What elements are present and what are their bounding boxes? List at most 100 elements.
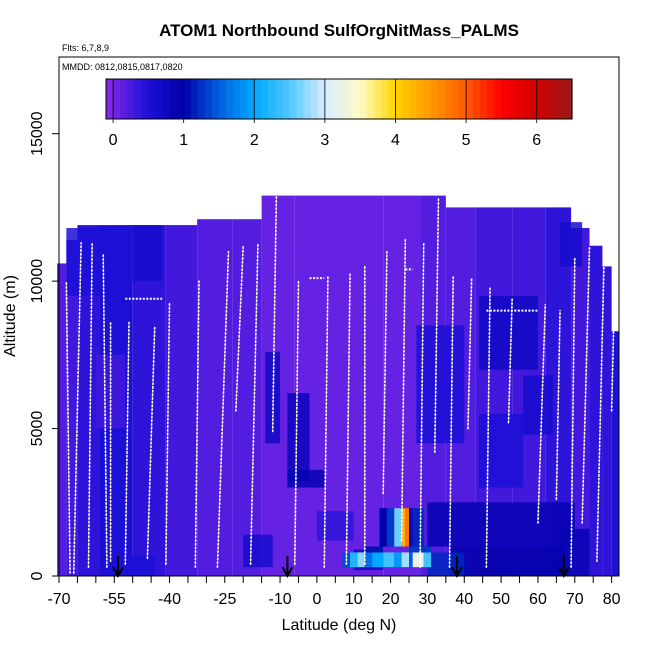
heat-patch — [416, 325, 465, 444]
x-tick-label: 10 — [345, 591, 363, 608]
heat-hotspot-cell — [383, 552, 395, 568]
heat-column — [571, 228, 590, 576]
heat-patch — [287, 469, 325, 488]
colorbar-segment — [367, 79, 375, 119]
flight-track — [467, 277, 473, 430]
x-tick-label: 0 — [312, 591, 321, 608]
colorbar-segment — [381, 79, 390, 119]
colorbar-segment — [183, 79, 192, 119]
heat-hotspot-cell — [412, 508, 424, 547]
colorbar-segment — [416, 79, 425, 119]
colorbar-segment — [204, 79, 213, 119]
flight-track — [419, 241, 425, 568]
heat-hotspot-cell — [386, 508, 395, 547]
colorbar-segment — [522, 79, 531, 119]
colorbar-segment — [501, 79, 510, 119]
colorbar-segment — [162, 79, 171, 119]
heat-hotspot-cell — [401, 508, 406, 547]
colorbar-segment — [303, 79, 312, 119]
colorbar-tick-label: 2 — [250, 132, 259, 149]
heat-patch — [427, 552, 465, 576]
x-tick-label: -25 — [213, 591, 236, 608]
flight-track — [194, 280, 200, 568]
flight-track — [124, 321, 130, 566]
flight-track — [249, 241, 259, 566]
heat-patch — [560, 222, 583, 267]
colorbar-tick-label: 3 — [320, 132, 329, 149]
flight-track — [537, 303, 547, 524]
heat-patch — [427, 502, 575, 547]
flight-track — [433, 197, 440, 453]
flight-track — [382, 250, 388, 495]
heat-patch — [560, 528, 590, 576]
flight-track — [596, 250, 606, 563]
x-tick-label: 20 — [382, 591, 400, 608]
heat-column — [197, 219, 233, 576]
heat-hotspot-cell — [409, 552, 413, 568]
flight-track — [87, 241, 93, 568]
heat-column — [589, 245, 603, 576]
colorbar-segment — [317, 79, 326, 119]
colorbar-segment — [190, 79, 199, 119]
heat-column — [66, 239, 78, 577]
colorbar-segment — [113, 79, 121, 119]
heat-hotspot-cell — [409, 508, 413, 547]
heat-hotspot-cell — [394, 508, 402, 547]
flight-track — [610, 256, 617, 412]
flight-track — [102, 253, 108, 568]
flight-track — [507, 298, 513, 424]
heat-hotspot-cell — [423, 552, 432, 568]
y-tick-label: 10000 — [29, 259, 46, 304]
colorbar-segment — [289, 79, 298, 119]
heat-hotspot-cell — [379, 508, 387, 547]
colorbar-segment — [473, 79, 481, 119]
x-tick-label: -40 — [158, 591, 181, 608]
heat-column — [57, 263, 67, 576]
heat-patch — [287, 393, 310, 482]
colorbar-segment — [423, 79, 432, 119]
colorbar-segment — [254, 79, 262, 119]
colorbar-tick-label: 6 — [532, 132, 541, 149]
x-tick-label: 60 — [529, 591, 547, 608]
heat-hotspot-cell — [364, 546, 384, 553]
flight-track — [448, 274, 455, 568]
x-tick-label: 40 — [455, 591, 473, 608]
colorbar-segment — [275, 79, 284, 119]
x-tick-label: 80 — [603, 591, 621, 608]
chart-title: ATOM1 Northbound SulfOrgNitMass_PALMS — [159, 21, 519, 40]
colorbar-segment — [451, 79, 460, 119]
flight-track — [293, 280, 300, 566]
heat-patch — [132, 225, 163, 282]
y-axis: 0 5000 10000 15000 — [29, 111, 59, 580]
colorbar-segment — [346, 79, 354, 119]
colorbar-segment — [120, 79, 128, 119]
colorbar-segment — [543, 79, 552, 119]
colorbar-segment — [388, 79, 397, 119]
flight-track — [400, 239, 407, 542]
heat-hotspot-cell — [409, 546, 432, 553]
colorbar-segment — [218, 79, 227, 119]
colorbar-segment — [197, 79, 206, 119]
colorbar-segment — [169, 79, 178, 119]
colorbar-segment — [331, 79, 340, 119]
colorbar-segment — [550, 79, 559, 119]
colorbar-segment — [395, 79, 404, 119]
heat-column — [611, 331, 619, 576]
colorbar-segment — [437, 79, 446, 119]
colorbar-segment — [402, 79, 411, 119]
heat-hotspot-cell — [372, 552, 384, 568]
colorbar-segment — [226, 79, 234, 119]
colorbar-segment — [409, 79, 418, 119]
colorbar-segment — [459, 79, 467, 119]
colorbar-tick-label: 0 — [109, 132, 118, 149]
y-tick-label: 5000 — [29, 411, 46, 447]
colorbar-segment — [494, 79, 502, 119]
colorbar-segment — [282, 79, 291, 119]
colorbar-segment — [536, 79, 545, 119]
colorbar-segment — [466, 79, 474, 119]
colorbar-segment — [557, 79, 566, 119]
colorbar-segment — [444, 79, 453, 119]
flight-track — [235, 244, 245, 412]
colorbar-frame — [105, 78, 573, 120]
